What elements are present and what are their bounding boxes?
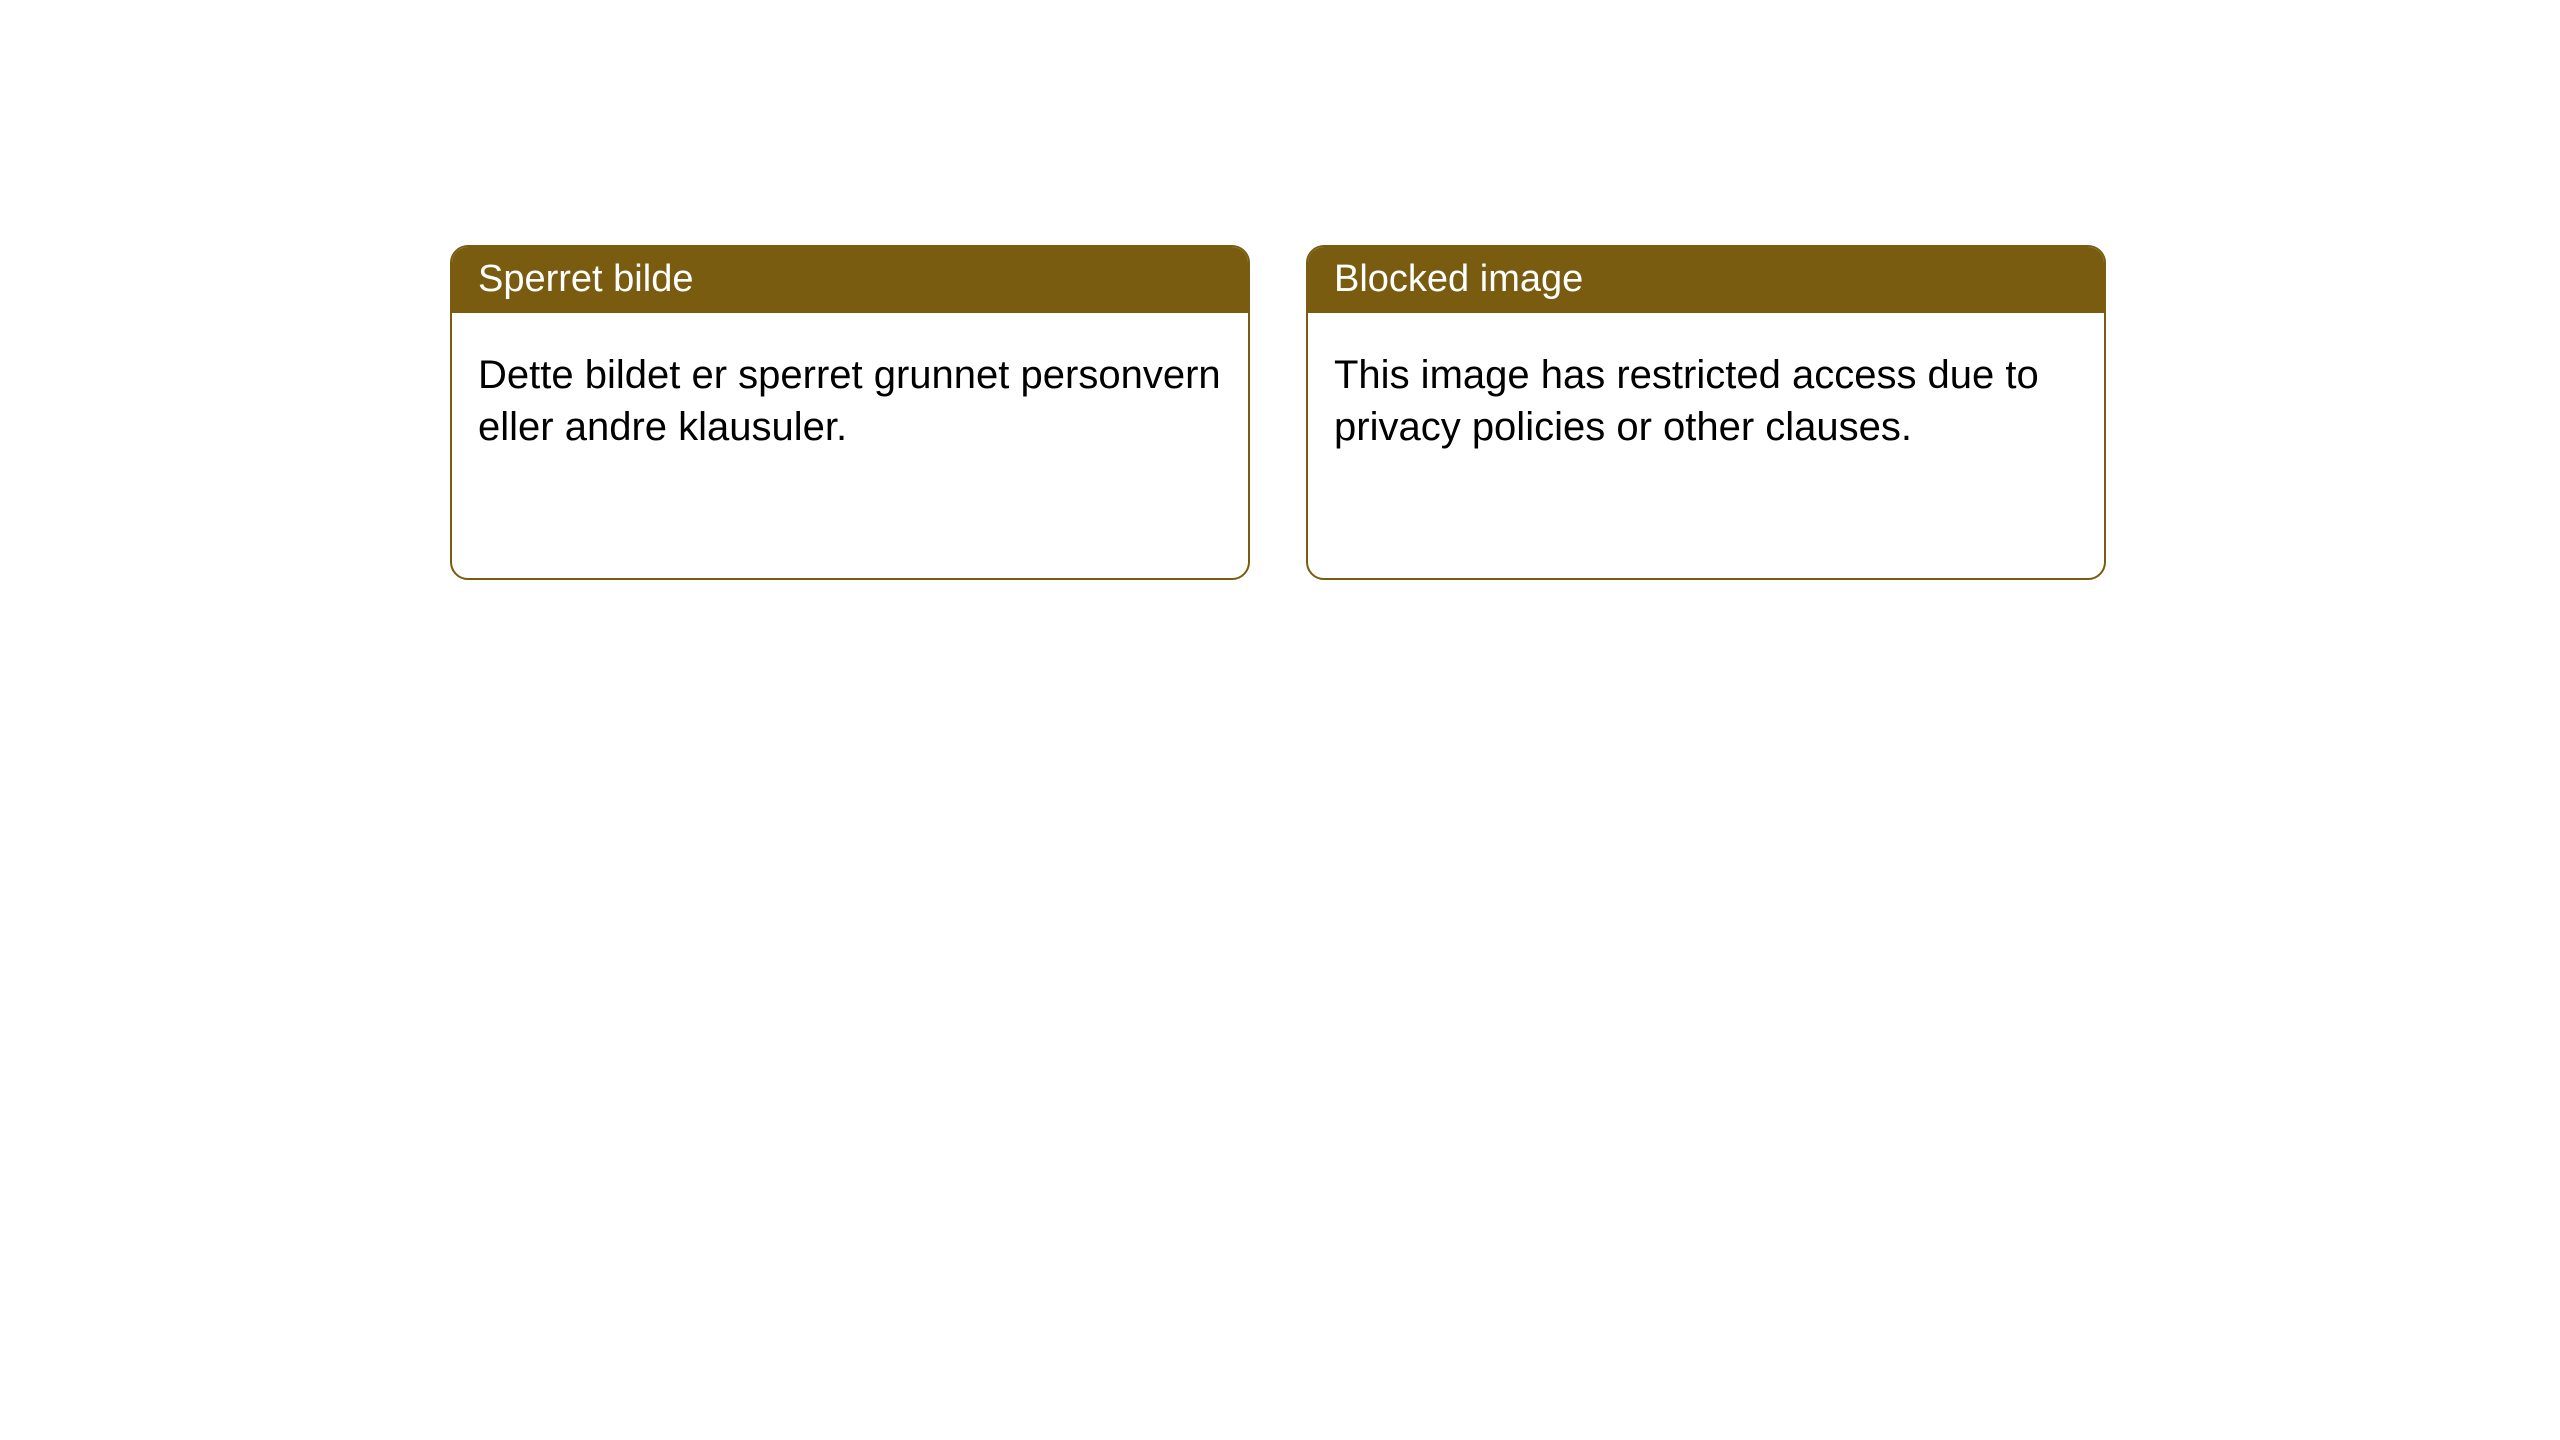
card-message-norwegian: Dette bildet er sperret grunnet personve… <box>478 353 1221 449</box>
notice-container: Sperret bilde Dette bildet er sperret gr… <box>450 245 2106 580</box>
card-title-norwegian: Sperret bilde <box>478 258 693 300</box>
card-body-norwegian: Dette bildet er sperret grunnet personve… <box>452 313 1248 489</box>
card-message-english: This image has restricted access due to … <box>1334 353 2039 449</box>
notice-card-english: Blocked image This image has restricted … <box>1306 245 2106 580</box>
card-body-english: This image has restricted access due to … <box>1308 313 2104 489</box>
card-header-english: Blocked image <box>1308 247 2104 313</box>
notice-card-norwegian: Sperret bilde Dette bildet er sperret gr… <box>450 245 1250 580</box>
card-title-english: Blocked image <box>1334 258 1583 300</box>
card-header-norwegian: Sperret bilde <box>452 247 1248 313</box>
